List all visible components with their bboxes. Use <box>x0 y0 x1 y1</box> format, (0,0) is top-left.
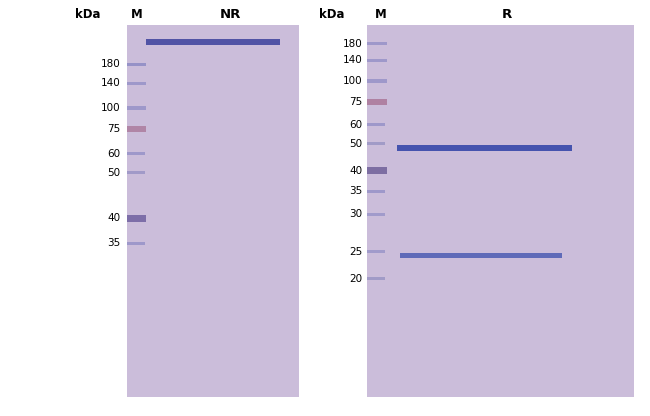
Text: M: M <box>374 8 386 21</box>
Bar <box>127 171 145 174</box>
Text: 60: 60 <box>350 120 363 130</box>
Text: 40: 40 <box>350 166 363 176</box>
Bar <box>127 82 146 84</box>
Bar <box>367 42 387 45</box>
Bar <box>146 39 280 45</box>
Text: 100: 100 <box>343 76 363 86</box>
Bar <box>367 250 385 253</box>
Bar <box>367 59 387 62</box>
Bar <box>127 242 145 245</box>
Text: 50: 50 <box>107 168 120 178</box>
Text: R: R <box>502 8 512 21</box>
Text: 35: 35 <box>350 186 363 196</box>
Bar <box>127 215 146 222</box>
Bar <box>367 99 387 105</box>
Bar <box>367 79 387 83</box>
Bar <box>367 277 385 280</box>
Bar <box>127 25 299 397</box>
Bar <box>127 126 146 132</box>
Bar <box>396 144 572 151</box>
Text: 100: 100 <box>101 103 120 113</box>
Bar <box>367 213 385 215</box>
Bar <box>367 142 385 145</box>
Bar <box>127 106 146 110</box>
Text: 35: 35 <box>107 238 120 248</box>
Text: 25: 25 <box>350 247 363 257</box>
Text: 180: 180 <box>343 39 363 49</box>
Text: 50: 50 <box>350 139 363 149</box>
Text: kDa: kDa <box>318 8 344 21</box>
Text: 75: 75 <box>107 124 120 134</box>
Text: 140: 140 <box>343 55 363 65</box>
Bar <box>367 190 385 193</box>
Text: 140: 140 <box>101 78 120 88</box>
Text: 60: 60 <box>107 149 120 159</box>
Text: kDa: kDa <box>75 8 100 21</box>
Text: M: M <box>131 8 142 21</box>
Bar <box>127 152 145 155</box>
Text: 180: 180 <box>101 59 120 69</box>
Text: 75: 75 <box>350 97 363 107</box>
Bar <box>367 25 634 397</box>
Bar <box>127 63 146 66</box>
Text: 30: 30 <box>350 209 363 219</box>
Text: 20: 20 <box>350 274 363 284</box>
Bar <box>400 253 562 258</box>
Bar <box>367 167 387 174</box>
Text: NR: NR <box>220 8 241 21</box>
Bar <box>367 123 385 126</box>
Text: 40: 40 <box>107 213 120 223</box>
